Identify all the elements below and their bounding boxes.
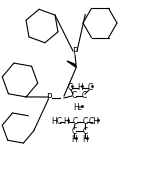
Text: C: C (82, 126, 88, 135)
Polygon shape (67, 61, 77, 68)
Text: C: C (71, 92, 77, 100)
Text: P: P (72, 48, 78, 57)
Text: C: C (72, 117, 78, 126)
Text: C: C (82, 117, 88, 126)
Text: H: H (71, 135, 77, 145)
Text: H: H (82, 135, 88, 145)
Text: H: H (73, 104, 79, 113)
Text: C: C (87, 83, 93, 92)
Text: P: P (46, 94, 52, 102)
Text: C: C (67, 83, 73, 92)
Text: CH: CH (89, 117, 100, 126)
Text: C: C (81, 92, 87, 100)
Text: H: H (63, 117, 69, 126)
Text: C: C (71, 126, 77, 135)
Text: H: H (77, 83, 83, 92)
Text: e: e (78, 105, 82, 111)
Text: HC: HC (51, 117, 62, 126)
